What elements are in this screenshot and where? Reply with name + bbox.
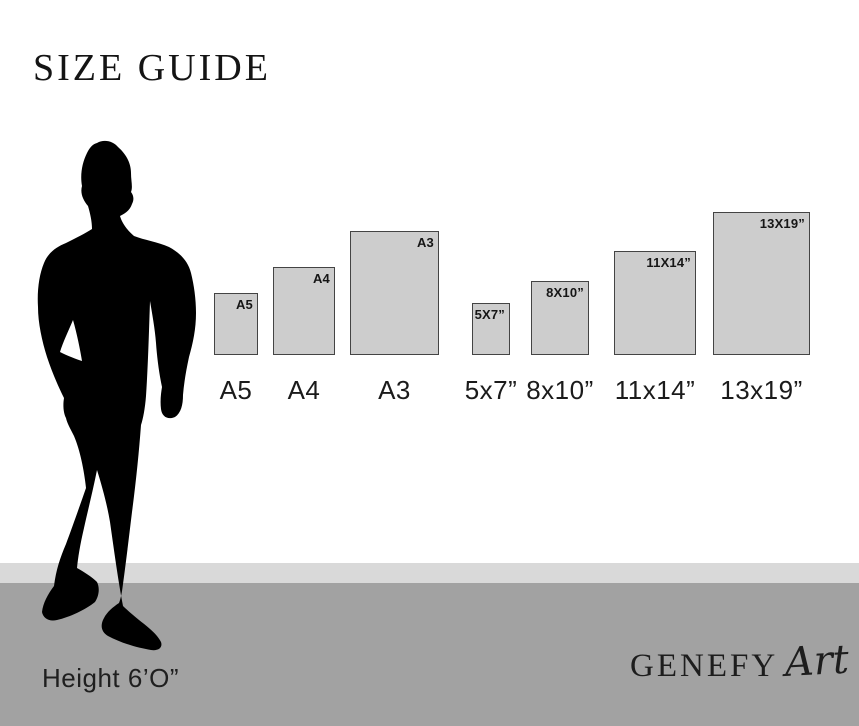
size-tag-A5: A5 <box>235 297 253 312</box>
size-tag-13x19: 13X19” <box>759 216 805 231</box>
brand-wordmark-script: Art <box>783 636 851 686</box>
size-box-13x19: 13X19” <box>713 212 810 355</box>
page-title: SIZE GUIDE <box>33 47 271 89</box>
size-label-A5: A5 <box>219 375 253 405</box>
brand-wordmark: GENEFY <box>630 648 779 684</box>
size-box-8x10: 8X10” <box>531 281 589 355</box>
size-tag-8x10: 8X10” <box>546 285 584 300</box>
size-label-8x10: 8x10” <box>526 375 594 405</box>
size-label-11x14: 11x14” <box>614 375 696 405</box>
size-label-A3: A3 <box>378 375 411 405</box>
size-box-A5: A5 <box>214 293 258 355</box>
size-tag-11x14: 11X14” <box>646 255 691 270</box>
floor-light-band <box>0 563 859 583</box>
size-box-11x14: 11X14” <box>614 251 696 355</box>
brand-logo: GENEFY Art <box>630 636 851 686</box>
size-box-5x7: 5X7” <box>472 303 510 355</box>
height-label: Height 6’O” <box>42 663 179 693</box>
size-tag-A4: A4 <box>312 271 330 286</box>
size-label-A4: A4 <box>287 375 321 405</box>
size-tag-5x7: 5X7” <box>474 307 505 322</box>
size-tag-A3: A3 <box>416 235 434 250</box>
floor-dark-band <box>0 583 859 726</box>
walking-man-silhouette <box>37 140 196 651</box>
size-label-13x19: 13x19” <box>720 375 803 405</box>
size-box-A3: A3 <box>350 231 439 355</box>
size-label-5x7: 5x7” <box>464 375 518 405</box>
size-box-A4: A4 <box>273 267 335 355</box>
